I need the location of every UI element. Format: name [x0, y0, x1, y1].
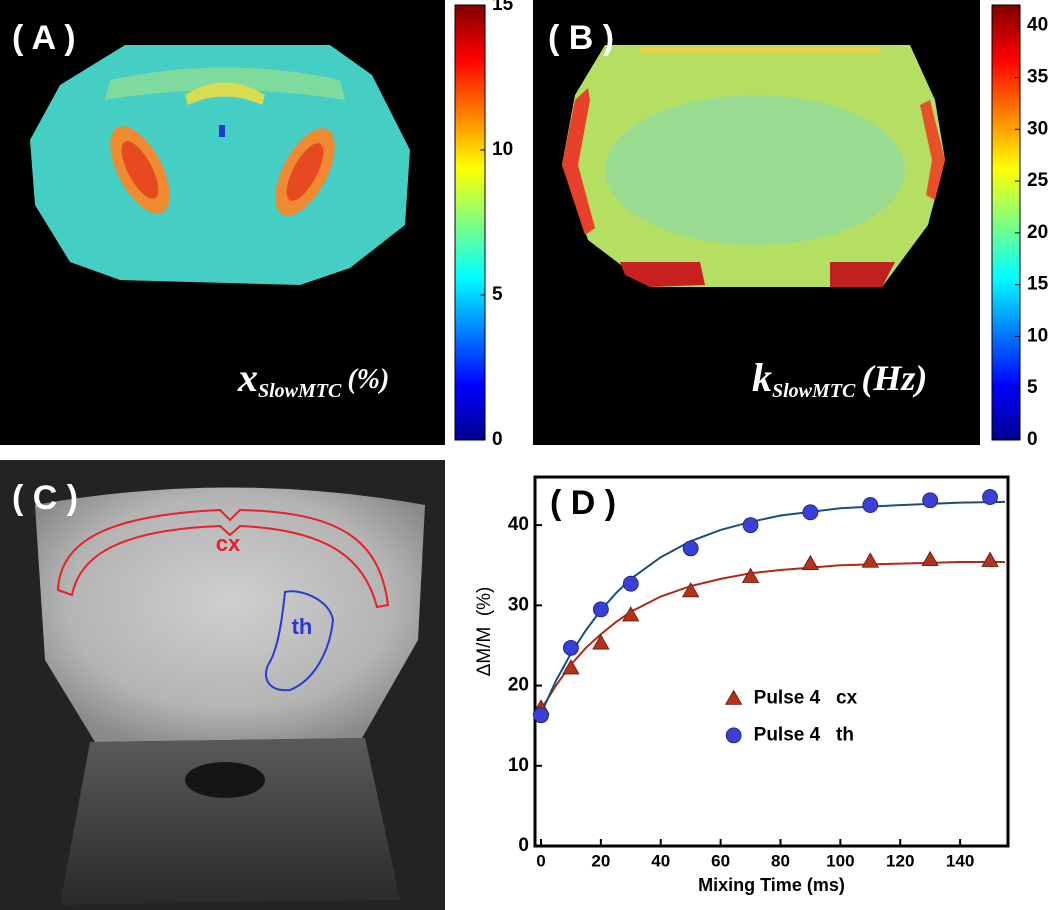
circle-marker	[622, 575, 639, 592]
colorbar-tick-label: 5	[492, 284, 503, 305]
annotation-symbol: x	[237, 355, 258, 400]
x-tick-label: 20	[591, 851, 610, 870]
colorbar-tick-label: 40	[1027, 15, 1048, 36]
triangle-marker	[592, 634, 610, 650]
fit-line	[540, 500, 1006, 715]
triangle-marker	[921, 550, 939, 567]
triangle-marker	[681, 582, 700, 598]
x-tick-label: 100	[826, 851, 854, 870]
circle-marker	[563, 639, 579, 656]
colorbar-tick-label: 30	[1027, 118, 1048, 139]
colorbar-tick-label: 10	[492, 139, 513, 160]
x-tick-label: 0	[536, 851, 545, 870]
plot-frame	[533, 475, 1010, 848]
circle-marker	[533, 707, 549, 724]
triangle-marker	[981, 551, 999, 567]
circle-marker	[592, 601, 609, 618]
annotation-subscript: SlowMTC	[772, 380, 856, 402]
panel-b-image	[533, 0, 980, 445]
x-tick-label: 80	[771, 851, 790, 870]
panel-label: ( C )	[12, 479, 78, 517]
x-tick-label: 40	[651, 851, 670, 870]
colorbar	[991, 4, 1021, 441]
y-tick-label: 20	[508, 675, 529, 696]
annotation-unit: (%)	[347, 364, 389, 395]
panel-c-image	[0, 460, 445, 910]
colorbar-tick-label: 0	[492, 429, 503, 450]
colorbar-tick-label: 35	[1027, 67, 1049, 88]
circle-marker	[922, 492, 939, 509]
legend-label: Pulse 4 cx	[754, 687, 858, 708]
colorbar-tick-label: 0	[1027, 429, 1038, 450]
panel-label: ( D )	[550, 484, 616, 522]
roi-label: th	[292, 614, 313, 639]
annotation-symbol: k	[752, 355, 772, 400]
legend-marker	[725, 727, 742, 744]
x-axis-label: Mixing Time (ms)	[698, 875, 845, 895]
roi-label: cx	[216, 531, 241, 556]
circle-marker	[742, 517, 759, 534]
panel-label: ( A )	[12, 19, 76, 57]
circle-marker	[982, 489, 998, 505]
y-tick-label: 0	[518, 835, 529, 856]
panel-a-image	[0, 0, 445, 445]
annotation-subscript: SlowMTC	[258, 380, 342, 402]
circle-marker	[862, 497, 879, 513]
x-tick-label: 140	[946, 851, 974, 870]
panel-label: ( B )	[548, 19, 614, 57]
legend-label: Pulse 4 th	[754, 724, 854, 745]
triangle-marker	[861, 552, 879, 568]
circle-marker	[682, 540, 699, 557]
colorbar-tick-label: 25	[1027, 170, 1049, 191]
colorbar-tick-label: 20	[1027, 222, 1048, 243]
annotation: xSlowMTC (%)	[237, 355, 389, 401]
x-tick-label: 60	[711, 851, 730, 870]
colorbar-tick-label: 10	[1027, 325, 1048, 346]
colorbar-tick-label: 5	[1027, 377, 1038, 398]
y-axis-label: ΔM/M (%)	[474, 587, 495, 677]
triangle-marker	[741, 567, 760, 583]
triangle-marker	[562, 659, 580, 675]
triangle-marker	[801, 554, 820, 571]
triangle-marker	[622, 606, 640, 622]
colorbar-tick-label: 15	[492, 0, 514, 15]
y-tick-label: 30	[508, 594, 529, 615]
colorbar-tick-label: 15	[1027, 274, 1049, 295]
colorbar	[454, 4, 486, 441]
y-tick-label: 40	[508, 514, 529, 535]
legend-marker	[724, 689, 743, 705]
circle-marker	[802, 504, 819, 521]
annotation: kSlowMTC (Hz)	[752, 355, 927, 401]
annotation-unit: (Hz)	[861, 358, 927, 398]
y-tick-label: 10	[508, 755, 529, 776]
x-tick-label: 120	[886, 851, 914, 870]
